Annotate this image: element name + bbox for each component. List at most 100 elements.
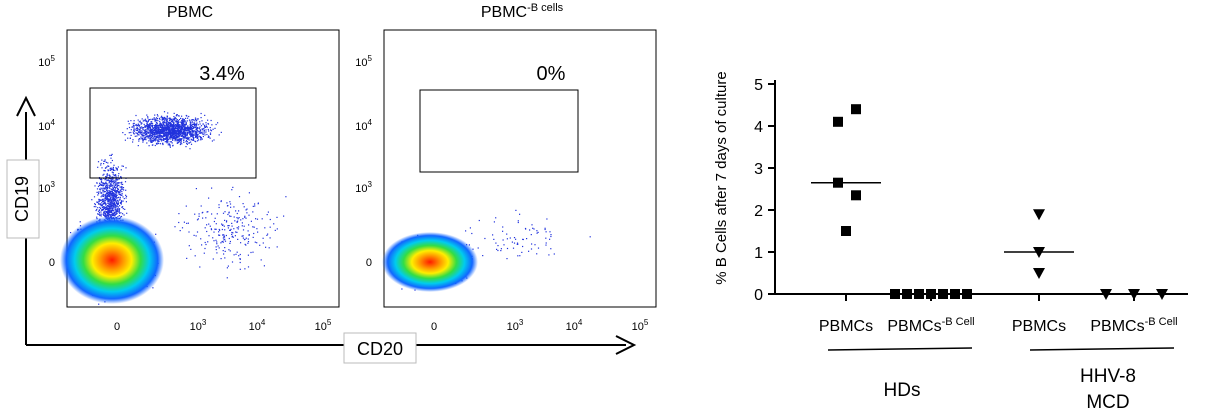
event-dot [114,215,116,217]
event-dot [104,187,106,189]
event-dot [101,183,103,186]
event-dot [97,166,99,168]
event-dot [109,184,111,186]
event-dot [118,182,120,184]
event-dot [169,141,171,143]
event-dot [105,176,107,178]
event-dot [147,128,149,130]
event-dot [120,215,123,218]
event-dot [111,197,113,199]
event-dot [229,215,231,217]
event-dot [114,182,116,184]
event-dot [111,193,113,195]
event-dot [110,190,112,192]
event-dot [135,123,137,126]
event-dot [109,207,111,210]
event-dot [175,127,177,130]
event-dot [239,268,241,270]
event-dot [167,128,169,130]
event-dot [111,202,113,204]
event-dot [151,128,153,130]
event-dot [154,135,156,137]
event-dot [152,135,154,137]
event-dot [154,139,156,142]
event-dot [162,122,164,124]
event-dot [190,121,192,124]
event-dot [113,199,116,201]
event-dot [204,247,206,250]
event-dot [181,123,183,125]
event-dot [136,129,138,132]
event-dot [175,137,177,139]
event-dot [220,200,222,202]
event-dot [149,125,151,127]
event-dot [113,203,115,205]
event-dot [121,206,123,208]
event-dot [176,136,178,138]
event-dot [226,205,229,207]
event-dot [197,124,199,126]
tick-base: 10 [38,183,50,195]
event-dot [173,131,175,133]
event-dot [181,126,183,129]
event-dot [156,122,158,124]
event-dot [213,220,215,223]
event-dot [159,129,162,131]
event-dot [97,203,100,205]
event-dot [106,205,108,207]
event-dot [139,126,141,128]
event-dot [104,191,106,193]
event-dot [120,188,122,190]
event-dot [116,184,118,186]
event-dot [163,121,165,124]
flow-plot-frame [66,29,340,308]
event-dot [99,204,101,206]
event-dot [194,213,196,215]
event-dot [182,124,184,127]
event-dot [101,200,104,203]
event-dot [112,169,114,171]
event-dot [193,137,195,139]
event-dot [221,223,223,225]
event-dot [215,123,217,126]
event-dot [113,214,115,216]
event-dot [248,234,250,236]
event-dot [161,125,163,127]
event-dot [115,198,117,201]
event-dot [110,194,113,196]
event-dot [257,203,259,205]
event-dot [136,125,138,127]
event-dot [254,241,256,243]
event-dot [112,171,114,174]
event-dot [196,118,198,120]
event-dot [146,142,148,144]
event-dot [132,139,134,141]
event-dot [106,190,108,192]
event-dot [177,136,179,138]
event-dot [114,187,116,189]
event-dot [193,124,196,127]
event-dot [102,190,104,192]
event-dot [104,178,107,180]
event-dot [111,211,113,213]
event-dot [179,129,181,131]
event-dot [146,136,148,138]
event-dot [147,121,149,123]
event-dot [151,129,154,131]
event-dot [116,212,118,215]
event-dot [171,125,173,127]
event-dot [157,130,160,132]
event-dot [224,219,226,221]
event-dot [175,131,177,133]
event-dot [183,130,185,132]
event-dot [170,126,172,128]
event-dot [70,232,72,234]
event-dot [111,179,113,181]
event-dot [247,241,250,243]
event-dot [153,117,155,119]
event-dot [166,127,168,129]
event-dot [252,251,254,253]
event-dot [158,138,160,140]
event-dot [168,143,170,145]
event-dot [238,255,240,257]
